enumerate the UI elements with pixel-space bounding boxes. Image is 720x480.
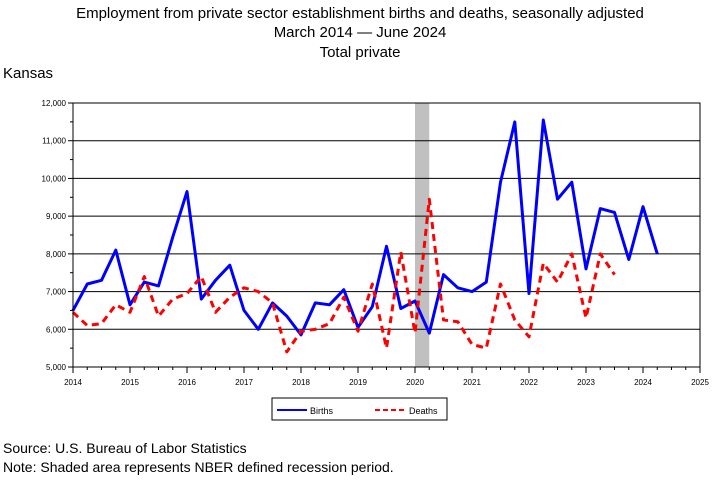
x-tick-label: 2016 (178, 378, 196, 387)
x-tick-label: 2015 (121, 378, 139, 387)
legend-deaths-label: Deaths (409, 406, 438, 416)
source-note: Source: U.S. Bureau of Labor Statistics (3, 440, 247, 456)
legend: Births Deaths (271, 397, 448, 421)
y-tick-label: 12,000 (42, 99, 67, 108)
chart: 5,000 6,000 7,000 8,000 9,000 10,000 11,000 12,… (42, 99, 710, 421)
x-tick-label: 2024 (634, 378, 652, 387)
axes: 5,000 6,000 7,000 8,000 9,000 10,000 11,000 12,… (42, 99, 710, 387)
recession-note: Note: Shaded area represents NBER define… (3, 459, 394, 475)
x-tick-label: 2022 (520, 378, 538, 387)
x-tick-label: 2018 (292, 378, 310, 387)
x-tick-label: 2019 (349, 378, 367, 387)
grid (73, 140, 700, 330)
x-tick-label: 2014 (64, 378, 82, 387)
chart-subtitle: Total private (319, 44, 401, 61)
series-deaths-line (71, 197, 616, 354)
y-tick-label: 7,000 (46, 288, 67, 297)
y-tick-label: 10,000 (42, 174, 67, 183)
chart-date-range: March 2014 — June 2024 (273, 24, 447, 41)
x-tick-label: 2021 (463, 378, 481, 387)
y-tick-label: 5,000 (46, 363, 67, 372)
series (71, 118, 659, 354)
x-tick-label: 2017 (235, 378, 253, 387)
legend-births-label: Births (310, 406, 334, 416)
series-births-line (71, 118, 659, 337)
y-tick-label: 6,000 (46, 325, 67, 334)
y-tick-label: 9,000 (46, 212, 67, 221)
legend-box (271, 397, 448, 421)
x-tick-label: 2020 (406, 378, 424, 387)
x-tick-label: 2023 (577, 378, 595, 387)
plot-frame (72, 102, 701, 368)
x-tick-label: 2025 (691, 378, 709, 387)
y-tick-label: 8,000 (46, 250, 67, 259)
y-tick-label: 11,000 (42, 137, 66, 146)
region-label: Kansas (3, 65, 54, 82)
chart-title: Employment from private sector establish… (76, 5, 644, 22)
